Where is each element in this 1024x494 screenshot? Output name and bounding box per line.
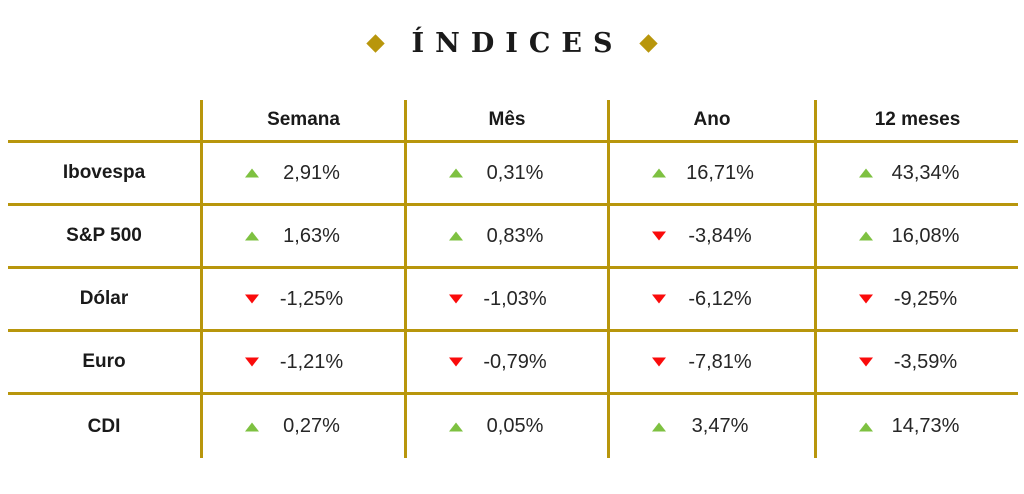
value-text: 16,08% [891, 224, 960, 247]
row-label-euro: Euro [8, 332, 203, 395]
value-text: -3,84% [688, 224, 752, 247]
trend-triangle-icon [859, 294, 873, 304]
page-title-bar: ÍNDICES [0, 28, 1024, 59]
trend-triangle-icon [245, 168, 259, 178]
value-cell: 43,34% [817, 143, 1018, 206]
trend-triangle-icon [449, 357, 463, 367]
value-text: -7,81% [688, 350, 752, 373]
value-cell: 16,08% [817, 206, 1018, 269]
trend-triangle-icon [245, 357, 259, 367]
trend-triangle-icon [652, 231, 666, 241]
trend-triangle-icon [449, 231, 463, 241]
trend-triangle-icon [652, 294, 666, 304]
trend-triangle-icon [245, 231, 259, 241]
indices-table: Semana Mês Ano 12 meses Ibovespa 2,91% 0… [8, 100, 1018, 458]
value-cell: 16,71% [610, 143, 817, 206]
trend-triangle-icon [449, 294, 463, 304]
row-label-ibovespa: Ibovespa [8, 143, 203, 206]
trend-triangle-icon [859, 422, 873, 431]
trend-triangle-icon [449, 168, 463, 178]
value-cell: 14,73% [817, 395, 1018, 458]
value-text: 16,71% [686, 161, 754, 184]
value-cell: 3,47% [610, 395, 817, 458]
value-text: -0,79% [483, 350, 547, 373]
trend-triangle-icon [652, 168, 666, 178]
value-cell: 0,83% [407, 206, 610, 269]
value-text: -1,25% [279, 287, 344, 310]
value-cell: 0,31% [407, 143, 610, 206]
page-title: ÍNDICES [411, 28, 624, 59]
trend-triangle-icon [652, 422, 666, 431]
trend-triangle-icon [859, 231, 873, 241]
trend-triangle-icon [245, 422, 259, 431]
trend-triangle-icon [245, 294, 259, 304]
value-cell: -1,03% [407, 269, 610, 332]
value-cell: 0,05% [407, 395, 610, 458]
row-label-dolar: Dólar [8, 269, 203, 332]
trend-triangle-icon [652, 357, 666, 367]
row-label-sp500: S&P 500 [8, 206, 203, 269]
value-text: -9,25% [893, 287, 958, 310]
column-header-ano: Ano [610, 100, 817, 143]
value-cell: -1,21% [203, 332, 407, 395]
value-cell: -6,12% [610, 269, 817, 332]
value-cell: -3,84% [610, 206, 817, 269]
value-text: 3,47% [691, 415, 749, 437]
value-cell: -9,25% [817, 269, 1018, 332]
value-text: 2,91% [283, 161, 340, 184]
value-cell: -7,81% [610, 332, 817, 395]
diamond-icon [365, 34, 385, 53]
value-text: 0,05% [486, 415, 544, 437]
value-cell: 0,27% [203, 395, 407, 458]
value-text: -1,21% [279, 350, 344, 373]
column-header-semana: Semana [203, 100, 407, 143]
value-text: -3,59% [893, 350, 958, 373]
row-label-cdi: CDI [8, 395, 203, 458]
corner-cell [8, 100, 203, 143]
trend-triangle-icon [449, 422, 463, 431]
trend-triangle-icon [859, 168, 873, 178]
value-cell: -3,59% [817, 332, 1018, 395]
column-header-mes: Mês [407, 100, 610, 143]
value-text: 0,31% [486, 161, 544, 184]
diamond-icon [639, 34, 659, 53]
value-text: 1,63% [283, 224, 340, 247]
value-text: -6,12% [688, 287, 752, 310]
value-text: 0,83% [486, 224, 544, 247]
column-header-12-meses: 12 meses [817, 100, 1018, 143]
value-cell: -1,25% [203, 269, 407, 332]
value-cell: 2,91% [203, 143, 407, 206]
value-text: 14,73% [891, 415, 960, 437]
value-cell: 1,63% [203, 206, 407, 269]
value-text: 0,27% [283, 415, 340, 437]
trend-triangle-icon [859, 357, 873, 367]
value-cell: -0,79% [407, 332, 610, 395]
value-text: -1,03% [483, 287, 547, 310]
value-text: 43,34% [891, 161, 960, 184]
